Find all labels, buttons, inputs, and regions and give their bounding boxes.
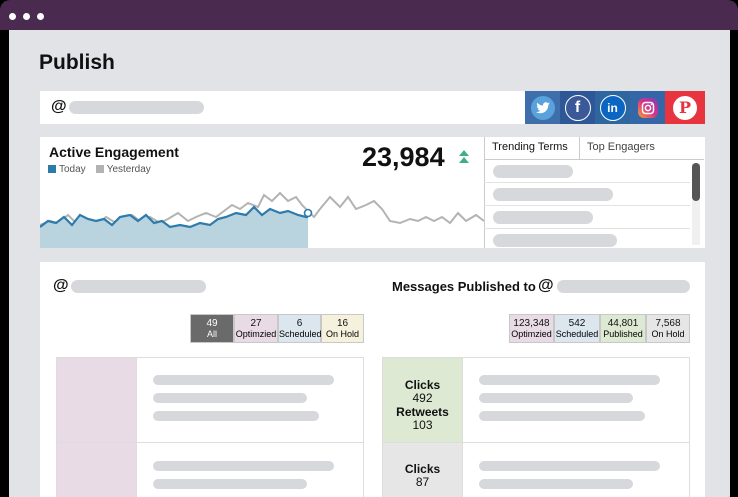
message-text [153,411,319,421]
message-text [479,479,633,489]
account-placeholder [71,280,206,293]
message-text [153,461,334,471]
instagram-button[interactable] [630,91,665,124]
stat-scheduled[interactable]: 542 Scheduled [554,314,600,343]
window-dot[interactable] [23,13,30,20]
metrics-cell: Clicks 87 [383,442,463,497]
clicks-metric: Clicks 87 [404,462,441,489]
stat-published[interactable]: 44,801 Published [600,314,646,343]
page-title: Publish [39,51,115,74]
today-area [40,207,308,248]
engagement-card: Active Engagement Today Yesterday 23,984… [40,137,705,248]
retweets-metric: Retweets 103 [396,405,449,432]
message-text [479,461,660,471]
twitter-icon [530,95,555,120]
publish-app: Publish @ f in P [9,30,730,497]
left-stats: 49 All 27 Optimzied 6 Scheduled 16 On Hold [190,314,364,343]
trending-row[interactable] [484,206,690,229]
linkedin-button[interactable]: in [595,91,630,124]
right-stats: 123,348 Optimzied 542 Scheduled 44,801 Publ… [509,314,690,343]
message-text [153,393,307,403]
stat-on-hold[interactable]: 7,568 On Hold [646,314,690,343]
facebook-button[interactable]: f [560,91,595,124]
stat-all[interactable]: 49 All [190,314,234,343]
message-list-right: Clicks 492 Retweets 103 Clicks 87 [382,357,690,497]
message-thumbnail[interactable] [57,358,137,497]
today-line [40,205,308,229]
engagement-title: Active Engagement [49,144,179,160]
trending-tabs: Trending Terms Top Engagers [484,137,704,160]
window-titlebar [0,0,738,30]
window-dot[interactable] [9,13,16,20]
legend-today: Today [48,164,86,175]
account-bar[interactable]: @ f in P [40,91,705,124]
account-placeholder [557,280,690,293]
linkedin-icon: in [599,94,626,121]
account-placeholder [69,101,204,114]
tab-trending-terms[interactable]: Trending Terms [492,141,568,153]
at-icon: @ [51,98,67,115]
trending-row[interactable] [484,229,690,251]
chart-legend: Today Yesterday [48,164,151,175]
trending-scrollbar[interactable] [692,163,700,245]
stat-on-hold[interactable]: 16 On Hold [321,314,364,343]
messages-published-title: Messages Published to [392,279,536,294]
scrollbar-thumb[interactable] [692,163,700,201]
message-text [153,479,307,489]
at-icon: @ [53,277,69,294]
messages-card: @ Messages Published to @ 49 All 27 Optimz… [40,262,705,497]
engagement-chart [40,191,484,248]
twitter-button[interactable] [525,91,560,124]
message-text [479,411,645,421]
message-text [479,375,660,385]
trending-row[interactable] [484,160,690,183]
facebook-icon: f [564,94,591,121]
clicks-metric: Clicks 492 [404,378,441,405]
stat-optimized[interactable]: 27 Optimzied [234,314,278,343]
instagram-icon [637,97,658,118]
tab-top-engagers[interactable]: Top Engagers [587,141,655,153]
trending-row[interactable] [484,183,690,206]
at-icon: @ [538,277,554,294]
window-dot[interactable] [37,13,44,20]
today-marker [303,208,313,218]
pinterest-button[interactable]: P [665,91,705,124]
metrics-cell: Clicks 492 Retweets 103 [383,358,463,442]
pinterest-icon: P [673,95,697,120]
message-text [479,393,633,403]
message-text [153,375,334,385]
legend-yesterday: Yesterday [95,164,151,175]
stat-scheduled[interactable]: 6 Scheduled [278,314,322,343]
message-list-left [56,357,364,497]
stat-optimized[interactable]: 123,348 Optimzied [509,314,554,343]
trend-up-icon [459,150,469,163]
engagement-count: 23,984 [362,142,445,172]
